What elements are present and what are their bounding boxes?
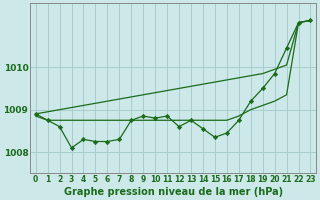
X-axis label: Graphe pression niveau de la mer (hPa): Graphe pression niveau de la mer (hPa)	[64, 187, 283, 197]
